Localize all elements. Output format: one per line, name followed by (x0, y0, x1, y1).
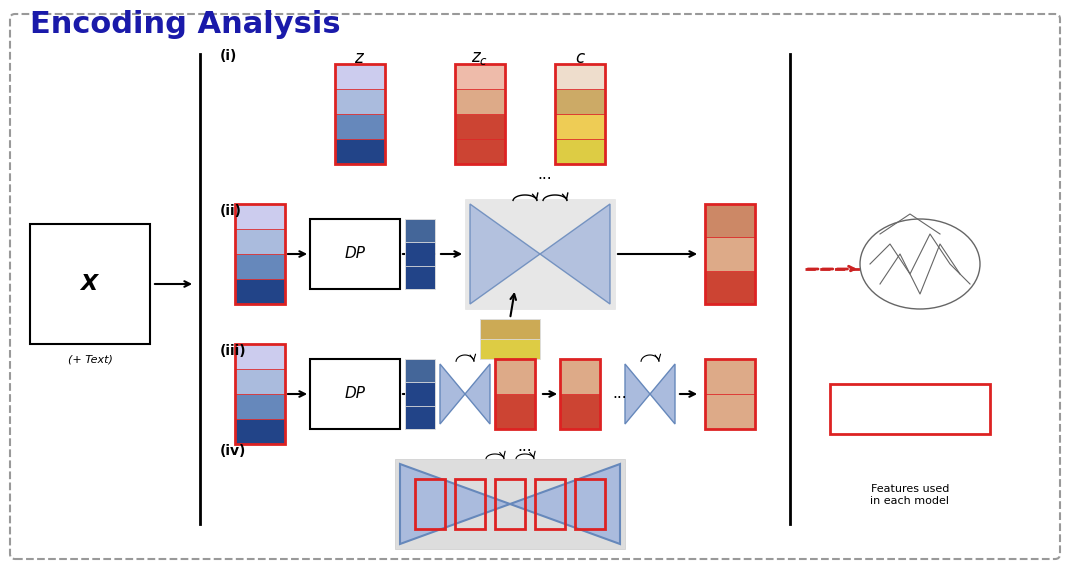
FancyBboxPatch shape (405, 243, 435, 266)
FancyBboxPatch shape (235, 229, 285, 254)
FancyBboxPatch shape (495, 359, 535, 394)
Text: ...: ... (612, 386, 627, 402)
Text: (iii): (iii) (220, 344, 246, 358)
FancyBboxPatch shape (405, 382, 435, 406)
FancyBboxPatch shape (235, 419, 285, 444)
FancyBboxPatch shape (705, 204, 755, 237)
FancyBboxPatch shape (705, 359, 755, 394)
Polygon shape (540, 204, 610, 304)
FancyBboxPatch shape (335, 114, 384, 139)
FancyBboxPatch shape (310, 219, 400, 289)
FancyBboxPatch shape (335, 89, 384, 114)
FancyBboxPatch shape (335, 139, 384, 164)
FancyBboxPatch shape (455, 139, 505, 164)
Text: Features used
in each model: Features used in each model (870, 484, 949, 505)
Text: (iv): (iv) (220, 444, 246, 458)
FancyBboxPatch shape (455, 114, 505, 139)
FancyBboxPatch shape (235, 369, 285, 394)
FancyBboxPatch shape (561, 359, 600, 394)
FancyBboxPatch shape (235, 279, 285, 304)
Text: $z_c$: $z_c$ (472, 49, 488, 67)
Text: ...: ... (517, 439, 532, 454)
FancyBboxPatch shape (405, 219, 435, 243)
FancyBboxPatch shape (405, 406, 435, 429)
FancyBboxPatch shape (705, 237, 755, 271)
FancyBboxPatch shape (480, 339, 540, 359)
FancyBboxPatch shape (455, 89, 505, 114)
FancyBboxPatch shape (235, 204, 285, 229)
FancyBboxPatch shape (705, 394, 755, 429)
FancyBboxPatch shape (235, 394, 285, 419)
Text: $z$: $z$ (354, 49, 365, 67)
Text: DP: DP (345, 246, 365, 262)
Polygon shape (440, 364, 465, 424)
FancyBboxPatch shape (831, 384, 990, 434)
FancyBboxPatch shape (395, 459, 625, 549)
Text: $\boldsymbol{X}$: $\boldsymbol{X}$ (80, 274, 100, 294)
FancyBboxPatch shape (465, 199, 615, 309)
FancyBboxPatch shape (455, 64, 505, 89)
FancyBboxPatch shape (335, 64, 384, 89)
Text: (ii): (ii) (220, 204, 242, 218)
FancyBboxPatch shape (555, 139, 605, 164)
Text: $c$: $c$ (575, 49, 585, 67)
FancyBboxPatch shape (10, 14, 1059, 559)
FancyBboxPatch shape (495, 394, 535, 429)
FancyBboxPatch shape (705, 271, 755, 304)
Text: ...: ... (538, 167, 552, 182)
FancyBboxPatch shape (555, 64, 605, 89)
FancyBboxPatch shape (555, 89, 605, 114)
FancyBboxPatch shape (310, 359, 400, 429)
FancyBboxPatch shape (30, 224, 150, 344)
Polygon shape (470, 204, 540, 304)
FancyBboxPatch shape (235, 254, 285, 279)
Polygon shape (650, 364, 675, 424)
Text: DP: DP (345, 386, 365, 402)
Polygon shape (465, 364, 490, 424)
FancyBboxPatch shape (405, 359, 435, 382)
FancyBboxPatch shape (480, 319, 540, 339)
Polygon shape (400, 464, 510, 544)
Polygon shape (510, 464, 620, 544)
FancyBboxPatch shape (405, 266, 435, 289)
Text: (+ Text): (+ Text) (68, 354, 112, 364)
Polygon shape (625, 364, 650, 424)
Text: (i): (i) (220, 49, 238, 63)
FancyBboxPatch shape (235, 344, 285, 369)
FancyBboxPatch shape (555, 114, 605, 139)
Text: Encoding Analysis: Encoding Analysis (30, 10, 340, 39)
FancyBboxPatch shape (561, 394, 600, 429)
